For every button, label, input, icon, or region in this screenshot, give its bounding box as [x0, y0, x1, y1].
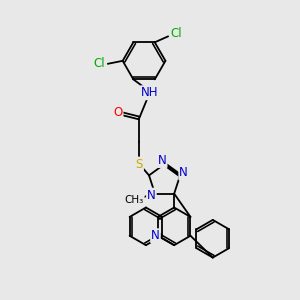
Text: N: N	[179, 167, 188, 179]
Text: N: N	[151, 229, 160, 242]
Text: N: N	[147, 189, 156, 202]
Text: CH₃: CH₃	[124, 195, 144, 205]
Text: NH: NH	[141, 86, 158, 99]
Text: S: S	[136, 158, 143, 171]
Text: Cl: Cl	[171, 27, 182, 40]
Text: O: O	[113, 106, 122, 119]
Text: N: N	[158, 154, 167, 167]
Text: Cl: Cl	[94, 57, 105, 70]
